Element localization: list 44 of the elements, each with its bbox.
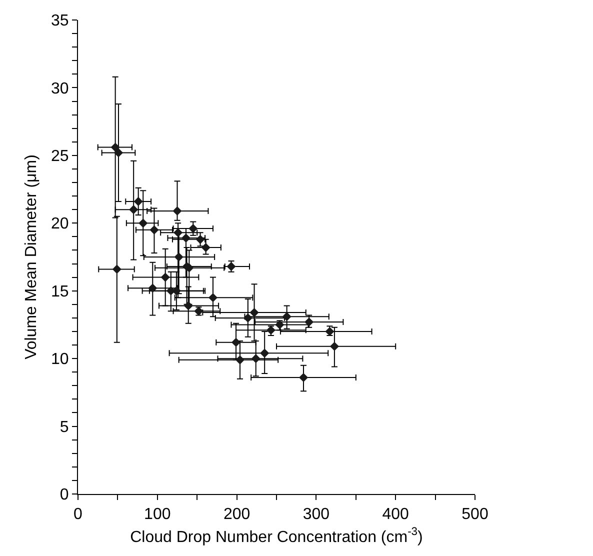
y-tick-label: 0: [60, 486, 69, 504]
point: [196, 234, 205, 244]
point: [112, 264, 122, 274]
point: [298, 372, 308, 382]
point: [201, 242, 210, 252]
point: [134, 196, 143, 206]
x-axis-title: Cloud Drop Number Concentration (cm$^{-3}$): [130, 526, 423, 546]
point: [251, 354, 260, 364]
x-tick-label: 400: [382, 506, 410, 524]
point: [110, 142, 120, 152]
y-tick-label: 35: [51, 12, 69, 30]
point: [148, 284, 158, 293]
y-tick-label: 10: [51, 351, 69, 368]
y-tick-label: 30: [51, 80, 69, 98]
y-tick-label: 20: [51, 216, 69, 233]
y-tick-label: 5: [60, 418, 69, 436]
x-tick-label: 100: [144, 506, 171, 524]
point: [282, 312, 292, 322]
point: [231, 338, 241, 347]
point: [304, 317, 314, 327]
point: [235, 355, 245, 364]
x-tick-label: 500: [462, 506, 488, 524]
point: [172, 206, 182, 216]
point: [129, 205, 138, 214]
point: [188, 224, 198, 234]
point: [173, 228, 183, 238]
point: [184, 301, 193, 310]
point: [114, 148, 124, 158]
x-tick-label: 200: [223, 506, 250, 524]
point: [250, 308, 259, 318]
point: [330, 342, 340, 351]
point: [181, 233, 191, 243]
point: [243, 313, 252, 322]
point: [174, 252, 184, 262]
point: [160, 272, 170, 282]
y-tick-label: 15: [51, 283, 69, 300]
x-tick-label: 300: [302, 506, 330, 524]
y-tick-label: 25: [51, 148, 69, 166]
x-tick-label: 0: [74, 506, 83, 524]
y-axis-title: Volume Mean Diameter (μm): [22, 154, 40, 360]
point: [208, 293, 218, 302]
point: [150, 225, 159, 234]
point: [138, 218, 148, 228]
point: [260, 348, 270, 358]
